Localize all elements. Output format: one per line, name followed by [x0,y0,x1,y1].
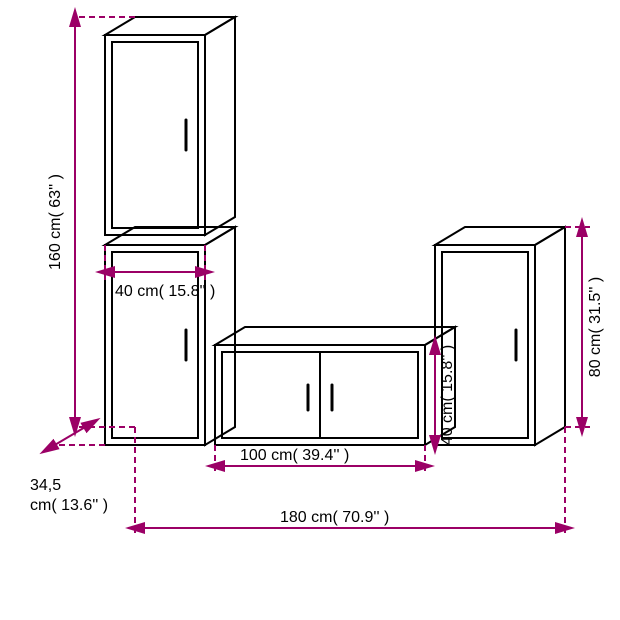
dim-depth-label-line2: cm( 13.6'' ) [30,497,108,514]
furniture-dimension-diagram: 160 cm( 63'' ) 40 cm( 15.8'' ) 100 cm( 3… [0,0,620,620]
dim-left-height: 160 cm( 63'' ) [47,17,135,427]
dim-depth-label-line1: 34,5 [30,477,61,494]
dim-center-width-label: 100 cm( 39.4'' ) [240,447,349,464]
dim-center-width: 100 cm( 39.4'' ) [215,445,425,474]
dim-right-height: 80 cm( 31.5'' ) [565,227,604,427]
cabinet-left-top [105,17,235,235]
cabinet-center [215,327,455,445]
dim-depth: 34,5 cm( 13.6'' ) [30,423,135,514]
dim-total-width-label: 180 cm( 70.9'' ) [280,509,389,526]
dim-center-height-label: 40 cm( 15.8'' ) [439,345,456,445]
dim-right-height-label: 80 cm( 31.5'' ) [587,277,604,377]
dim-left-height-label: 160 cm( 63'' ) [47,174,64,270]
dim-total-width: 180 cm( 70.9'' ) [135,427,565,536]
dim-center-height: 40 cm( 15.8'' ) [435,345,456,445]
dim-inner-width-label: 40 cm( 15.8'' ) [115,283,215,300]
